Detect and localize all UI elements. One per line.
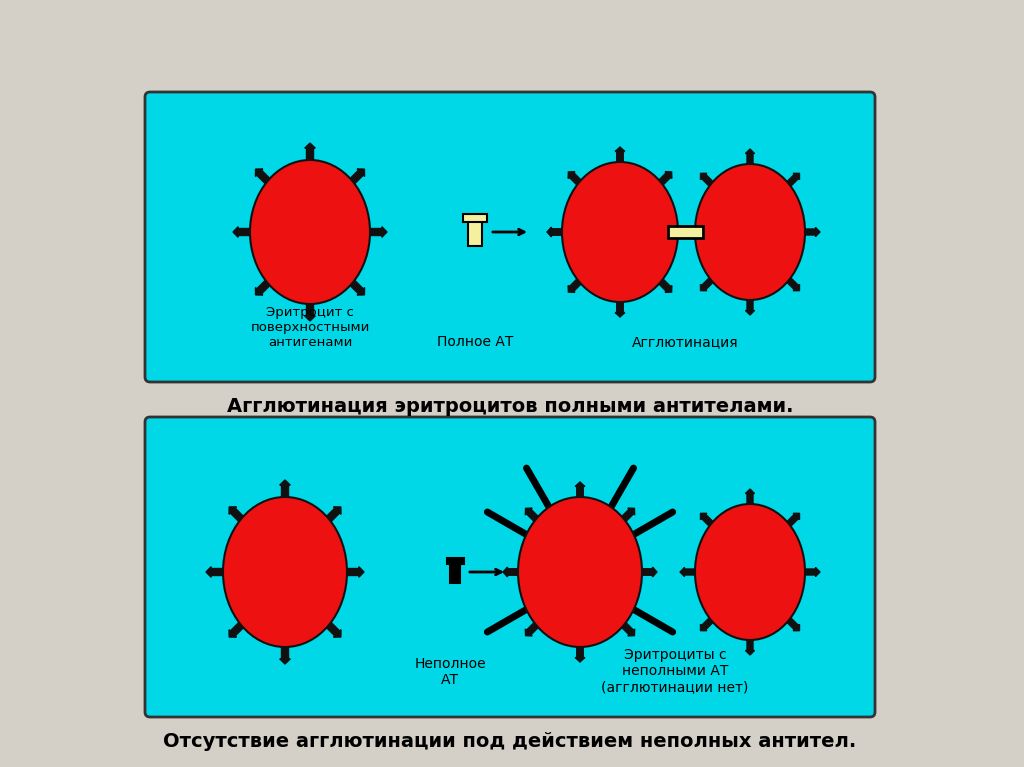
FancyArrow shape [786,618,800,630]
FancyBboxPatch shape [145,92,874,382]
FancyArrow shape [745,640,755,655]
Ellipse shape [250,160,370,304]
FancyArrow shape [786,513,800,526]
FancyArrow shape [700,513,714,526]
FancyArrow shape [255,281,270,295]
FancyArrow shape [568,279,582,292]
Bar [668,226,702,238]
FancyArrow shape [327,507,341,522]
FancyArrow shape [805,568,820,577]
FancyArrow shape [745,489,755,504]
Text: Полное АТ: Полное АТ [437,335,513,349]
FancyArrow shape [642,567,657,577]
FancyArrow shape [305,304,315,321]
FancyArrow shape [350,281,365,295]
FancyArrow shape [233,227,250,237]
Text: Агглютинация: Агглютинация [632,335,738,349]
FancyArrow shape [280,647,290,664]
FancyArrow shape [622,508,635,522]
FancyArrow shape [229,623,244,637]
FancyArrow shape [255,169,270,183]
Text: Эритроцит с
поверхностными
антигенами: Эритроцит с поверхностными антигенами [250,306,370,349]
FancyArrow shape [745,149,755,164]
FancyArrow shape [347,567,364,578]
FancyArrow shape [575,482,585,497]
FancyArrow shape [678,227,693,237]
Text: Неполное
АТ: Неполное АТ [414,657,485,687]
FancyArrow shape [503,567,518,577]
FancyArrow shape [745,300,755,315]
FancyArrow shape [680,568,695,577]
FancyArrow shape [615,302,625,317]
Text: Эритроциты с
неполными АТ
(агглютинации нет): Эритроциты с неполными АТ (агглютинации … [601,647,749,694]
Ellipse shape [518,497,642,647]
FancyArrow shape [568,172,582,185]
FancyArrow shape [700,173,714,186]
FancyArrow shape [370,227,387,237]
Bar [446,558,464,564]
FancyArrow shape [525,508,539,522]
Bar [450,561,460,583]
Ellipse shape [695,504,805,640]
Text: Агглютинация эритроцитов полными антителами.: Агглютинация эритроцитов полными антител… [226,397,794,416]
FancyArrow shape [547,227,562,237]
FancyArrow shape [327,623,341,637]
FancyArrow shape [350,169,365,183]
FancyArrow shape [622,623,635,636]
Ellipse shape [223,497,347,647]
Ellipse shape [562,162,678,302]
FancyArrow shape [658,279,672,292]
FancyArrow shape [305,143,315,160]
FancyArrow shape [280,480,290,497]
FancyArrow shape [658,172,672,185]
Text: Отсутствие агглютинации под действием неполных антител.: Отсутствие агглютинации под действием не… [164,732,857,751]
FancyArrow shape [615,147,625,162]
FancyArrow shape [786,173,800,186]
Bar [468,219,481,245]
FancyArrow shape [700,278,714,291]
FancyArrow shape [680,228,695,236]
FancyArrow shape [700,618,714,630]
FancyArrow shape [805,228,820,236]
Ellipse shape [695,164,805,300]
FancyArrow shape [786,278,800,291]
FancyArrow shape [525,623,539,636]
Bar [463,215,487,222]
FancyBboxPatch shape [145,417,874,717]
FancyArrow shape [206,567,223,578]
FancyArrow shape [575,647,585,662]
FancyArrow shape [229,507,244,522]
